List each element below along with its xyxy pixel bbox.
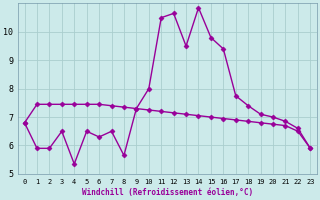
X-axis label: Windchill (Refroidissement éolien,°C): Windchill (Refroidissement éolien,°C)	[82, 188, 253, 197]
